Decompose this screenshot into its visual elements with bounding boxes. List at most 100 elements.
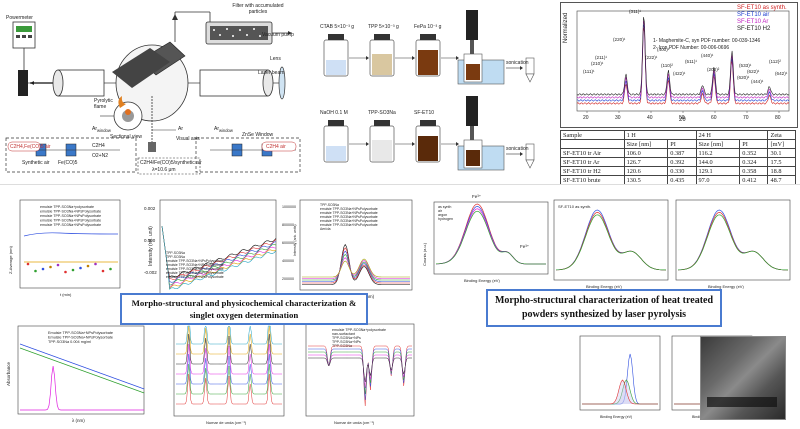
ftir1-series-line	[176, 353, 282, 385]
table-row: SF-ET10 tr H2 120.6 0.330 129.1 0.358 18…	[560, 166, 796, 176]
intensity-series-line	[161, 225, 277, 290]
intensity-legend-item: emulsie TPP-SO3Na+NPsPolysorbate	[166, 267, 224, 271]
xrd-legend-item: SF-ET10 as synth.	[737, 5, 787, 11]
table-row: SF-ET10 tr Air 106.0 0.387 116.2 0.352 3…	[560, 148, 796, 158]
mix-label: C2H4/Fe(CO)5/synthetic air	[140, 160, 202, 166]
ftir2-legend-item: nan-surfactant	[332, 332, 355, 336]
table-row: SF-ET10 tr Ar 126.7 0.392 144.0 0.324 17…	[560, 157, 796, 167]
sonication-label-1: sonication	[506, 60, 529, 66]
fluor-legend-item: emulsie TPP-SO3Na+NPsPolysorbate	[320, 223, 378, 227]
zavg-point	[86, 264, 90, 268]
table-header-cell: Sample	[560, 130, 625, 140]
reagent-4-label: NaOH 0.1 M	[320, 110, 348, 116]
xps4-series-line	[582, 379, 658, 405]
znse-window-label: ZnSe Window	[242, 132, 274, 138]
caption-right: Morpho-structural characterization of he…	[486, 289, 722, 327]
ftir2-series-line	[308, 351, 412, 395]
characterization-plots: emulsie TPP-SO3Na+polysorbate emulsie TPP…	[6, 199, 415, 425]
ftir2-legend-item: emulsie TPP-SO3Na+polysorbate	[332, 328, 386, 332]
ar-label: Ar	[178, 126, 183, 132]
table-cell: 0.324	[739, 157, 769, 167]
table-cell: 0.358	[739, 166, 769, 176]
xrd-peak-label: (440)¹	[701, 53, 714, 58]
table-cell: 144.0	[695, 157, 741, 167]
xrd-tick-label: 70	[743, 115, 749, 121]
intensity-ytick: 0.000	[144, 238, 156, 243]
ftir2-series-line	[308, 345, 412, 407]
fluor-ytick: 600000	[282, 241, 294, 245]
xps1-xlabel: Binding Energy (eV)	[464, 278, 500, 283]
xps1-peak-label-2: Fe³⁺	[520, 244, 530, 249]
zavg-point	[79, 266, 82, 270]
xps1-legend-item: as synth	[438, 205, 451, 209]
xrd-legend-item: SF-ET10 Ar	[737, 19, 769, 25]
table-cell: 129.1	[695, 166, 741, 176]
table-header-cell: Zeta	[767, 130, 796, 140]
left-flow-label: C2H4	[92, 143, 105, 149]
table-subheader-cell: Size [nm]	[623, 139, 669, 149]
xrd-peak-label: (111)¹	[583, 69, 595, 74]
xrd-tick-label: 80	[775, 115, 781, 121]
fluor-series-line	[302, 257, 410, 279]
ftir1-series-line	[176, 333, 282, 365]
ftir2-series-line	[308, 357, 412, 383]
intensity-series-line	[161, 225, 277, 290]
zavg-legend-item: emulsie TPP-SO3Na+NPsPolysorbate	[40, 214, 101, 218]
ar-window-left-label: Arwindow	[92, 126, 111, 133]
table-cell: 0.352	[739, 148, 769, 158]
xrd-plot: 20 30 40 50 60 70 80 (111)¹ (210)¹ (211)¹ (220)¹ (3…	[560, 2, 798, 128]
xps1-legend-item: hydrogen	[438, 217, 453, 221]
abs-series-line	[19, 347, 145, 394]
zavg-point	[49, 265, 52, 269]
xrd-peak-label: (400)¹	[657, 47, 670, 52]
table-subheader-cell	[560, 139, 625, 149]
abs-series-line	[20, 365, 145, 411]
xrd-series-line	[576, 17, 790, 96]
xps1-series-line	[435, 210, 546, 265]
abs-legend-item: TPP-SO3Na 0.004 mg/ml	[48, 340, 91, 344]
intensity-series-line	[161, 225, 277, 278]
zavg-legend-item: emulsie TPP-SO3Na+polysorbate	[40, 205, 94, 209]
xps1-legend-item: argon	[438, 213, 447, 217]
xrd-xlabel: 2θ	[679, 117, 686, 123]
zavg-point	[101, 269, 105, 273]
xrd-series-line	[576, 24, 790, 102]
xrd-peak-label: (620)¹	[737, 75, 750, 80]
apparatus-drawing	[5, 11, 301, 175]
table-header-cell: 1 H	[623, 130, 697, 140]
intensity-legend-item: emulsie TPP-SO3Na+NPsPolysorbate	[166, 275, 224, 279]
zavg-point	[71, 268, 75, 272]
table-cell: 0.392	[667, 157, 697, 167]
xps2-xlabel: Binding Energy (eV)	[586, 284, 622, 289]
fluor-series-line	[302, 243, 410, 285]
table-cell: 120.6	[623, 166, 669, 176]
abs-legend-item: Emulsie TPP-SO3Na+NPsPolysorbate	[48, 331, 113, 335]
table-cell: 116.2	[695, 148, 741, 158]
xrd-legend-item: SF-ET10 air	[737, 12, 770, 18]
reagent-5-label: TPP-SO3Na	[368, 110, 396, 116]
zavg-legend-item: emulsie TPP-SO3Na+NPsPolysorbate	[40, 223, 101, 227]
xrd-peak-label: (220)¹	[613, 37, 626, 42]
xrd-peak-label: (422)¹	[673, 71, 686, 76]
section-divider	[0, 184, 800, 185]
xrd-peak-label: (200)²	[707, 67, 720, 72]
table-cell: SF-ET10 tr Air	[560, 148, 625, 158]
zavg-point	[26, 262, 30, 266]
xps1-peak-label: Fe³⁺	[472, 194, 482, 199]
caption-left: Morpho-structural and physicochemical ch…	[120, 293, 368, 325]
xps1-ylabel: Counts (a.u.)	[422, 242, 427, 266]
abs-xlabel: λ (nm)	[72, 418, 85, 423]
sem-image	[700, 336, 786, 420]
xrd-series-line	[576, 27, 790, 105]
ftir2-xlabel: Numar de unda (cm⁻¹)	[334, 420, 375, 425]
xrd-peak-label: (222)¹	[645, 55, 658, 60]
reagent-1-label: CTAB 5×10⁻³ g	[320, 24, 355, 30]
sectional-view-label: Sectional view	[110, 134, 142, 140]
xrd-peak-label: (622)¹	[747, 69, 760, 74]
xps2-series-line	[555, 214, 667, 271]
table-header-cell: 24 H	[695, 130, 769, 140]
table-cell: 0.387	[667, 148, 697, 158]
intensity-legend-item: emulsie TPP-SO3Na+NPsPolysorbate	[166, 271, 224, 275]
plot-frame	[159, 199, 277, 295]
reagent-3-label: FePa 10⁻³ g	[414, 24, 442, 30]
